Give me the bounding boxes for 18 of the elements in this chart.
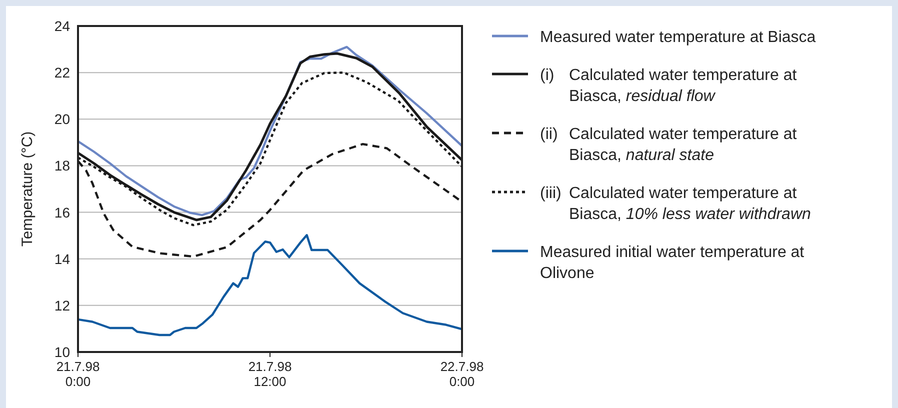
- y-tick-label: 22: [54, 64, 70, 81]
- y-tick-label: 16: [54, 204, 70, 220]
- y-tick-label: 20: [54, 111, 70, 128]
- legend-label: (ii) Calculated water temperature at Biasca, natural state: [540, 126, 798, 164]
- legend-label: (iii) Calculated water temperature at Biasca, 10% less water withdrawn: [540, 185, 811, 223]
- line-series: [78, 234, 462, 336]
- legend-label: (i) Calculated water temperature at Biasca, residual flow: [540, 67, 798, 105]
- x-tick-label: 22.7.98 0:00: [440, 359, 484, 389]
- legend-label: Measured initial water temperature at Olivone: [540, 244, 805, 282]
- y-tick-label: 24: [54, 18, 70, 34]
- y-axis-title: Temperature (°C): [19, 131, 36, 247]
- y-tick-label: 12: [54, 297, 70, 314]
- x-tick-label: 21.7.98 0:00: [56, 359, 100, 389]
- legend-label: Measured water temperature at Biasca: [540, 29, 816, 46]
- y-tick-label: 18: [54, 158, 70, 174]
- y-tick-label: 10: [54, 344, 70, 360]
- y-tick-label: 14: [54, 250, 70, 267]
- x-tick-label: 21.7.98 12:00: [248, 359, 292, 389]
